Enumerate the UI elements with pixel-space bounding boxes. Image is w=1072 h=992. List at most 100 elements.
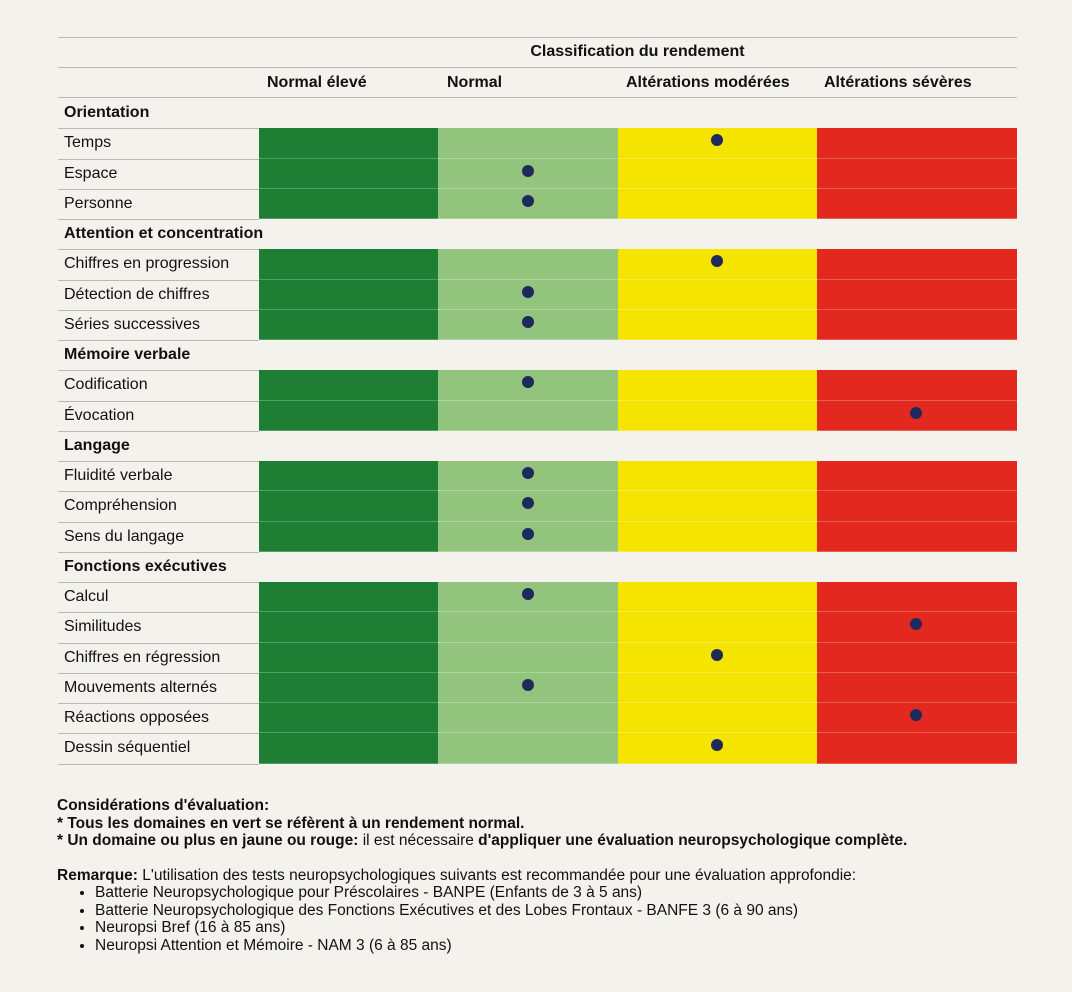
rating-cell-alterations-severes bbox=[817, 249, 1017, 280]
rating-cell-normal-eleve bbox=[259, 461, 438, 491]
result-marker-codification bbox=[522, 376, 534, 388]
rating-cell-alterations-severes bbox=[817, 522, 1017, 552]
row-rule bbox=[58, 673, 259, 674]
rating-cell-normal-eleve bbox=[259, 249, 438, 280]
list-item: Batterie Neuropsychologique pour Préscol… bbox=[95, 884, 907, 902]
rating-cell-alterations-severes bbox=[817, 189, 1017, 219]
section-heading-fonctions-executives: Fonctions exécutives bbox=[64, 557, 227, 575]
rating-cell-alterations-severes bbox=[817, 370, 1017, 401]
row-label-temps: Temps bbox=[64, 134, 112, 151]
rating-cell-alterations-moderees bbox=[618, 673, 817, 703]
rating-cell-alterations-severes bbox=[817, 159, 1017, 189]
rating-cell-alterations-moderees bbox=[618, 370, 817, 401]
column-header-alterations-severes: Altérations sévères bbox=[824, 74, 972, 91]
result-marker-chiffres-en-progression bbox=[711, 255, 723, 267]
rating-cell-alterations-severes bbox=[817, 310, 1017, 340]
rating-cell-alterations-moderees bbox=[618, 582, 817, 612]
rating-cell-normal-eleve bbox=[259, 491, 438, 522]
rating-cell-normal-eleve bbox=[259, 310, 438, 340]
notes-block: Considérations d'évaluation: * Tous les … bbox=[57, 797, 907, 954]
row-label-calcul: Calcul bbox=[64, 588, 109, 605]
title-rule bbox=[58, 67, 1017, 68]
rating-cell-normal-eleve bbox=[259, 582, 438, 612]
recommended-tests-list: Batterie Neuropsychologique pour Préscol… bbox=[57, 884, 907, 954]
rating-cell-normal-eleve bbox=[259, 733, 438, 764]
row-label-evocation: Évocation bbox=[64, 407, 135, 424]
rating-cell-normal-eleve bbox=[259, 673, 438, 703]
row-label-codification: Codification bbox=[64, 376, 148, 393]
list-item: Neuropsi Attention et Mémoire - NAM 3 (6… bbox=[95, 937, 907, 955]
rating-cell-normal bbox=[438, 703, 618, 733]
result-marker-fluidite-verbale bbox=[522, 467, 534, 479]
row-rule bbox=[58, 612, 259, 613]
result-marker-temps bbox=[711, 134, 723, 146]
row-label-detection-de-chiffres: Détection de chiffres bbox=[64, 286, 210, 303]
rating-cell-alterations-moderees bbox=[618, 522, 817, 552]
row-label-chiffres-en-regression: Chiffres en régression bbox=[64, 649, 221, 666]
rating-cell-normal bbox=[438, 733, 618, 764]
result-marker-dessin-sequentiel bbox=[711, 739, 723, 751]
top-rule bbox=[58, 37, 1017, 38]
row-rule bbox=[58, 340, 259, 341]
rating-cell-normal-eleve bbox=[259, 643, 438, 673]
rating-cell-alterations-severes bbox=[817, 461, 1017, 491]
considerations-line1: * Tous les domaines en vert se réfèrent … bbox=[57, 814, 525, 832]
list-item: Batterie Neuropsychologique des Fonction… bbox=[95, 902, 907, 920]
rating-cell-alterations-moderees bbox=[618, 461, 817, 491]
rating-cell-alterations-severes bbox=[817, 128, 1017, 159]
rating-cell-normal-eleve bbox=[259, 401, 438, 431]
rating-cell-normal bbox=[438, 643, 618, 673]
considerations-heading: Considérations d'évaluation: bbox=[57, 797, 270, 814]
rating-cell-normal-eleve bbox=[259, 189, 438, 219]
rating-cell-normal-eleve bbox=[259, 370, 438, 401]
rating-cell-alterations-severes bbox=[817, 733, 1017, 764]
rating-cell-alterations-moderees bbox=[618, 612, 817, 643]
considerations-line2-end: d'appliquer une évaluation neuropsycholo… bbox=[478, 832, 908, 849]
row-rule bbox=[58, 159, 259, 160]
row-label-chiffres-en-progression: Chiffres en progression bbox=[64, 255, 230, 272]
rating-cell-alterations-moderees bbox=[618, 491, 817, 522]
rating-cell-normal bbox=[438, 401, 618, 431]
column-header-normal: Normal bbox=[447, 74, 503, 91]
row-label-personne: Personne bbox=[64, 195, 133, 212]
column-header-alterations-moderees: Altérations modérées bbox=[626, 74, 790, 91]
rating-cell-alterations-moderees bbox=[618, 189, 817, 219]
result-marker-series-successives bbox=[522, 316, 534, 328]
row-rule bbox=[58, 491, 259, 492]
row-label-fluidite-verbale: Fluidité verbale bbox=[64, 467, 173, 484]
remark-label: Remarque: bbox=[57, 866, 138, 884]
rating-cell-normal-eleve bbox=[259, 703, 438, 733]
considerations-line2-middle: il est nécessaire bbox=[358, 832, 479, 849]
rating-cell-normal-eleve bbox=[259, 128, 438, 159]
rating-cell-alterations-moderees bbox=[618, 159, 817, 189]
result-marker-detection-de-chiffres bbox=[522, 286, 534, 298]
rating-cell-normal bbox=[438, 249, 618, 280]
result-marker-personne bbox=[522, 195, 534, 207]
rating-cell-normal-eleve bbox=[259, 522, 438, 552]
column-header-normal-eleve: Normal élevé bbox=[267, 74, 367, 91]
row-label-similitudes: Similitudes bbox=[64, 618, 142, 635]
result-marker-mouvements-alternes bbox=[522, 679, 534, 691]
result-marker-comprehension bbox=[522, 497, 534, 509]
row-label-mouvements-alternes: Mouvements alternés bbox=[64, 679, 217, 696]
rating-cell-alterations-moderees bbox=[618, 310, 817, 340]
result-marker-chiffres-en-regression bbox=[711, 649, 723, 661]
row-rule bbox=[58, 189, 259, 190]
rating-cell-alterations-moderees bbox=[618, 703, 817, 733]
rating-cell-normal bbox=[438, 128, 618, 159]
row-label-reactions-opposees: Réactions opposées bbox=[64, 709, 209, 726]
row-rule bbox=[58, 522, 259, 523]
result-marker-espace bbox=[522, 165, 534, 177]
row-rule bbox=[58, 764, 259, 765]
rating-cell-alterations-severes bbox=[817, 643, 1017, 673]
section-heading-memoire-verbale: Mémoire verbale bbox=[64, 346, 191, 363]
remark-text: L'utilisation des tests neuropsychologiq… bbox=[137, 866, 857, 884]
row-rule bbox=[58, 280, 259, 281]
rating-cell-alterations-severes bbox=[817, 673, 1017, 703]
rating-cell-alterations-severes bbox=[817, 280, 1017, 310]
row-rule bbox=[58, 310, 259, 311]
result-marker-evocation bbox=[910, 407, 922, 419]
result-marker-sens-du-langage bbox=[522, 528, 534, 540]
row-rule bbox=[58, 401, 259, 402]
rating-cell-normal bbox=[438, 612, 618, 643]
